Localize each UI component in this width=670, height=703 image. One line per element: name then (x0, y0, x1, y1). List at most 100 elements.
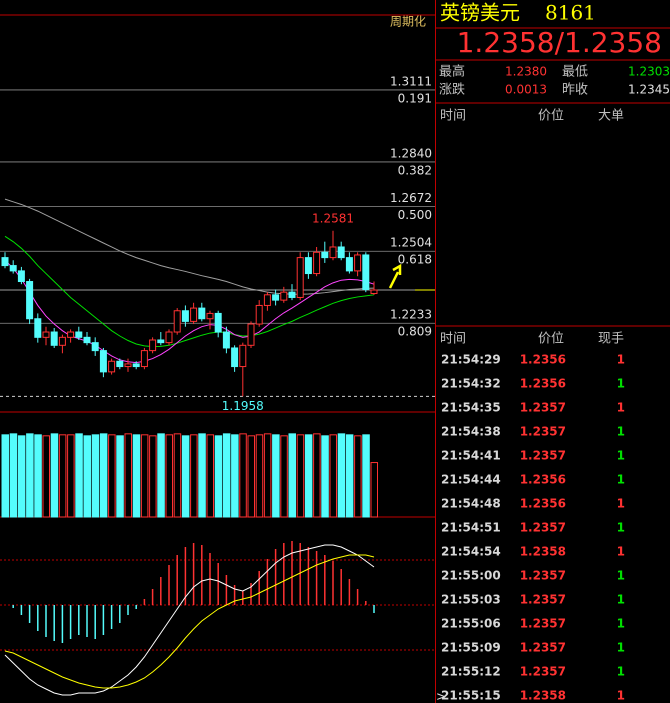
volume-bar (288, 433, 296, 518)
level-price: 1.2504 (390, 236, 432, 250)
volume-bar (214, 435, 223, 518)
candle-body (354, 254, 362, 272)
quote-label: 最高 (439, 64, 465, 80)
trade-time: 21:55:12 (441, 665, 501, 679)
candle-body (181, 310, 189, 322)
volume-bar (222, 433, 231, 518)
candle-body (132, 363, 140, 368)
trade-price: 1.2357 (520, 665, 566, 679)
candle-body (222, 331, 230, 349)
trade-time: 21:54:32 (441, 377, 501, 391)
volume-bar (329, 434, 337, 518)
volume-bar (50, 433, 59, 518)
trade-price: 1.2357 (520, 593, 566, 607)
quote-label: 昨收 (562, 83, 588, 98)
candle-body (296, 257, 304, 298)
volume-bar (321, 435, 329, 518)
volume-bar (173, 433, 182, 518)
volume-bar (247, 435, 255, 518)
candle-body (173, 310, 181, 333)
volume-bar (272, 434, 280, 518)
candle-body (206, 312, 214, 320)
quote-value: 1.2380 (505, 65, 547, 79)
volume-bar (206, 434, 214, 518)
trade-price: 1.2357 (520, 449, 566, 463)
trade-qty: 1 (617, 425, 625, 439)
volume-bar (1, 434, 9, 518)
volume-bar (140, 434, 149, 518)
trade-time: 21:55:00 (441, 569, 501, 583)
trade-price: 1.2356 (520, 473, 566, 487)
volume-bar (157, 433, 165, 518)
volume-bar (345, 434, 354, 518)
trade-qty: 1 (617, 401, 625, 415)
period-label: 周期化 (390, 15, 426, 29)
candle-body (1, 257, 9, 267)
level-price: 1.2672 (390, 191, 432, 205)
quote-value: 1.2345 (628, 83, 670, 97)
candle-body (83, 336, 91, 344)
level-ratio: 0.618 (398, 253, 432, 267)
trade-price: 1.2357 (520, 521, 566, 535)
quote-label: 涨跌 (439, 82, 465, 98)
candle-body (190, 307, 198, 322)
volume-bar (181, 435, 190, 518)
candle-body (9, 265, 17, 272)
trade-qty: 1 (617, 641, 625, 655)
candle-body (239, 344, 247, 368)
candle-body (329, 246, 337, 259)
candle-body (247, 323, 255, 346)
candle-body (288, 291, 296, 298)
trade-time: 21:54:29 (441, 353, 501, 367)
candle-body (321, 251, 329, 259)
candle-body (165, 331, 173, 344)
trade-price: 1.2357 (520, 569, 566, 583)
column-header: 价位 (538, 109, 564, 124)
trade-time: 21:55:09 (441, 641, 501, 655)
trade-time: 21:54:41 (441, 449, 501, 463)
candle-body (140, 350, 148, 368)
trade-time: 21:54:38 (441, 425, 501, 439)
level-ratio: 0.809 (398, 325, 432, 339)
volume-bar (132, 434, 141, 518)
volume-bar (99, 433, 108, 518)
trade-qty: 1 (617, 665, 625, 679)
candle-body (124, 363, 132, 368)
volume-bar (42, 435, 50, 518)
trade-price: 1.2356 (520, 353, 566, 367)
volume-bar (231, 434, 239, 518)
candle-body (149, 339, 157, 352)
candle-body (34, 318, 42, 338)
column-header: 价位 (538, 332, 564, 347)
level-ratio: 0.191 (398, 91, 432, 105)
trade-time: 21:55:15 (441, 689, 501, 703)
trade-price: 1.2358 (520, 545, 566, 559)
volume-bar (17, 435, 26, 518)
volume-bar (354, 435, 362, 518)
trade-qty: 1 (617, 353, 625, 367)
trade-qty: 1 (617, 497, 625, 511)
candle-body (99, 350, 107, 373)
candle-body (272, 294, 280, 301)
moving-average (4, 198, 375, 295)
volume-bar (337, 433, 346, 518)
volume-bar (198, 433, 206, 518)
trade-price: 1.2357 (520, 401, 566, 415)
quote-value: 0.0013 (505, 83, 547, 97)
column-header: 时间 (440, 109, 466, 124)
candle-body (345, 257, 353, 272)
quote-value: 1.2303 (628, 65, 670, 79)
volume-bar (190, 434, 198, 518)
trade-qty: 1 (617, 473, 625, 487)
candle-body (58, 336, 66, 346)
last-price: 1.2358/1.2358 (457, 26, 662, 59)
candle-body (157, 339, 165, 344)
volume-bar (313, 433, 321, 518)
volume-bar (124, 433, 132, 518)
trade-price: 1.2357 (520, 641, 566, 655)
candle-body (263, 294, 271, 306)
symbol: 英镑美元 (440, 1, 520, 25)
column-header: 时间 (440, 332, 466, 347)
candle-body (91, 342, 99, 352)
column-header: 大单 (598, 109, 624, 124)
